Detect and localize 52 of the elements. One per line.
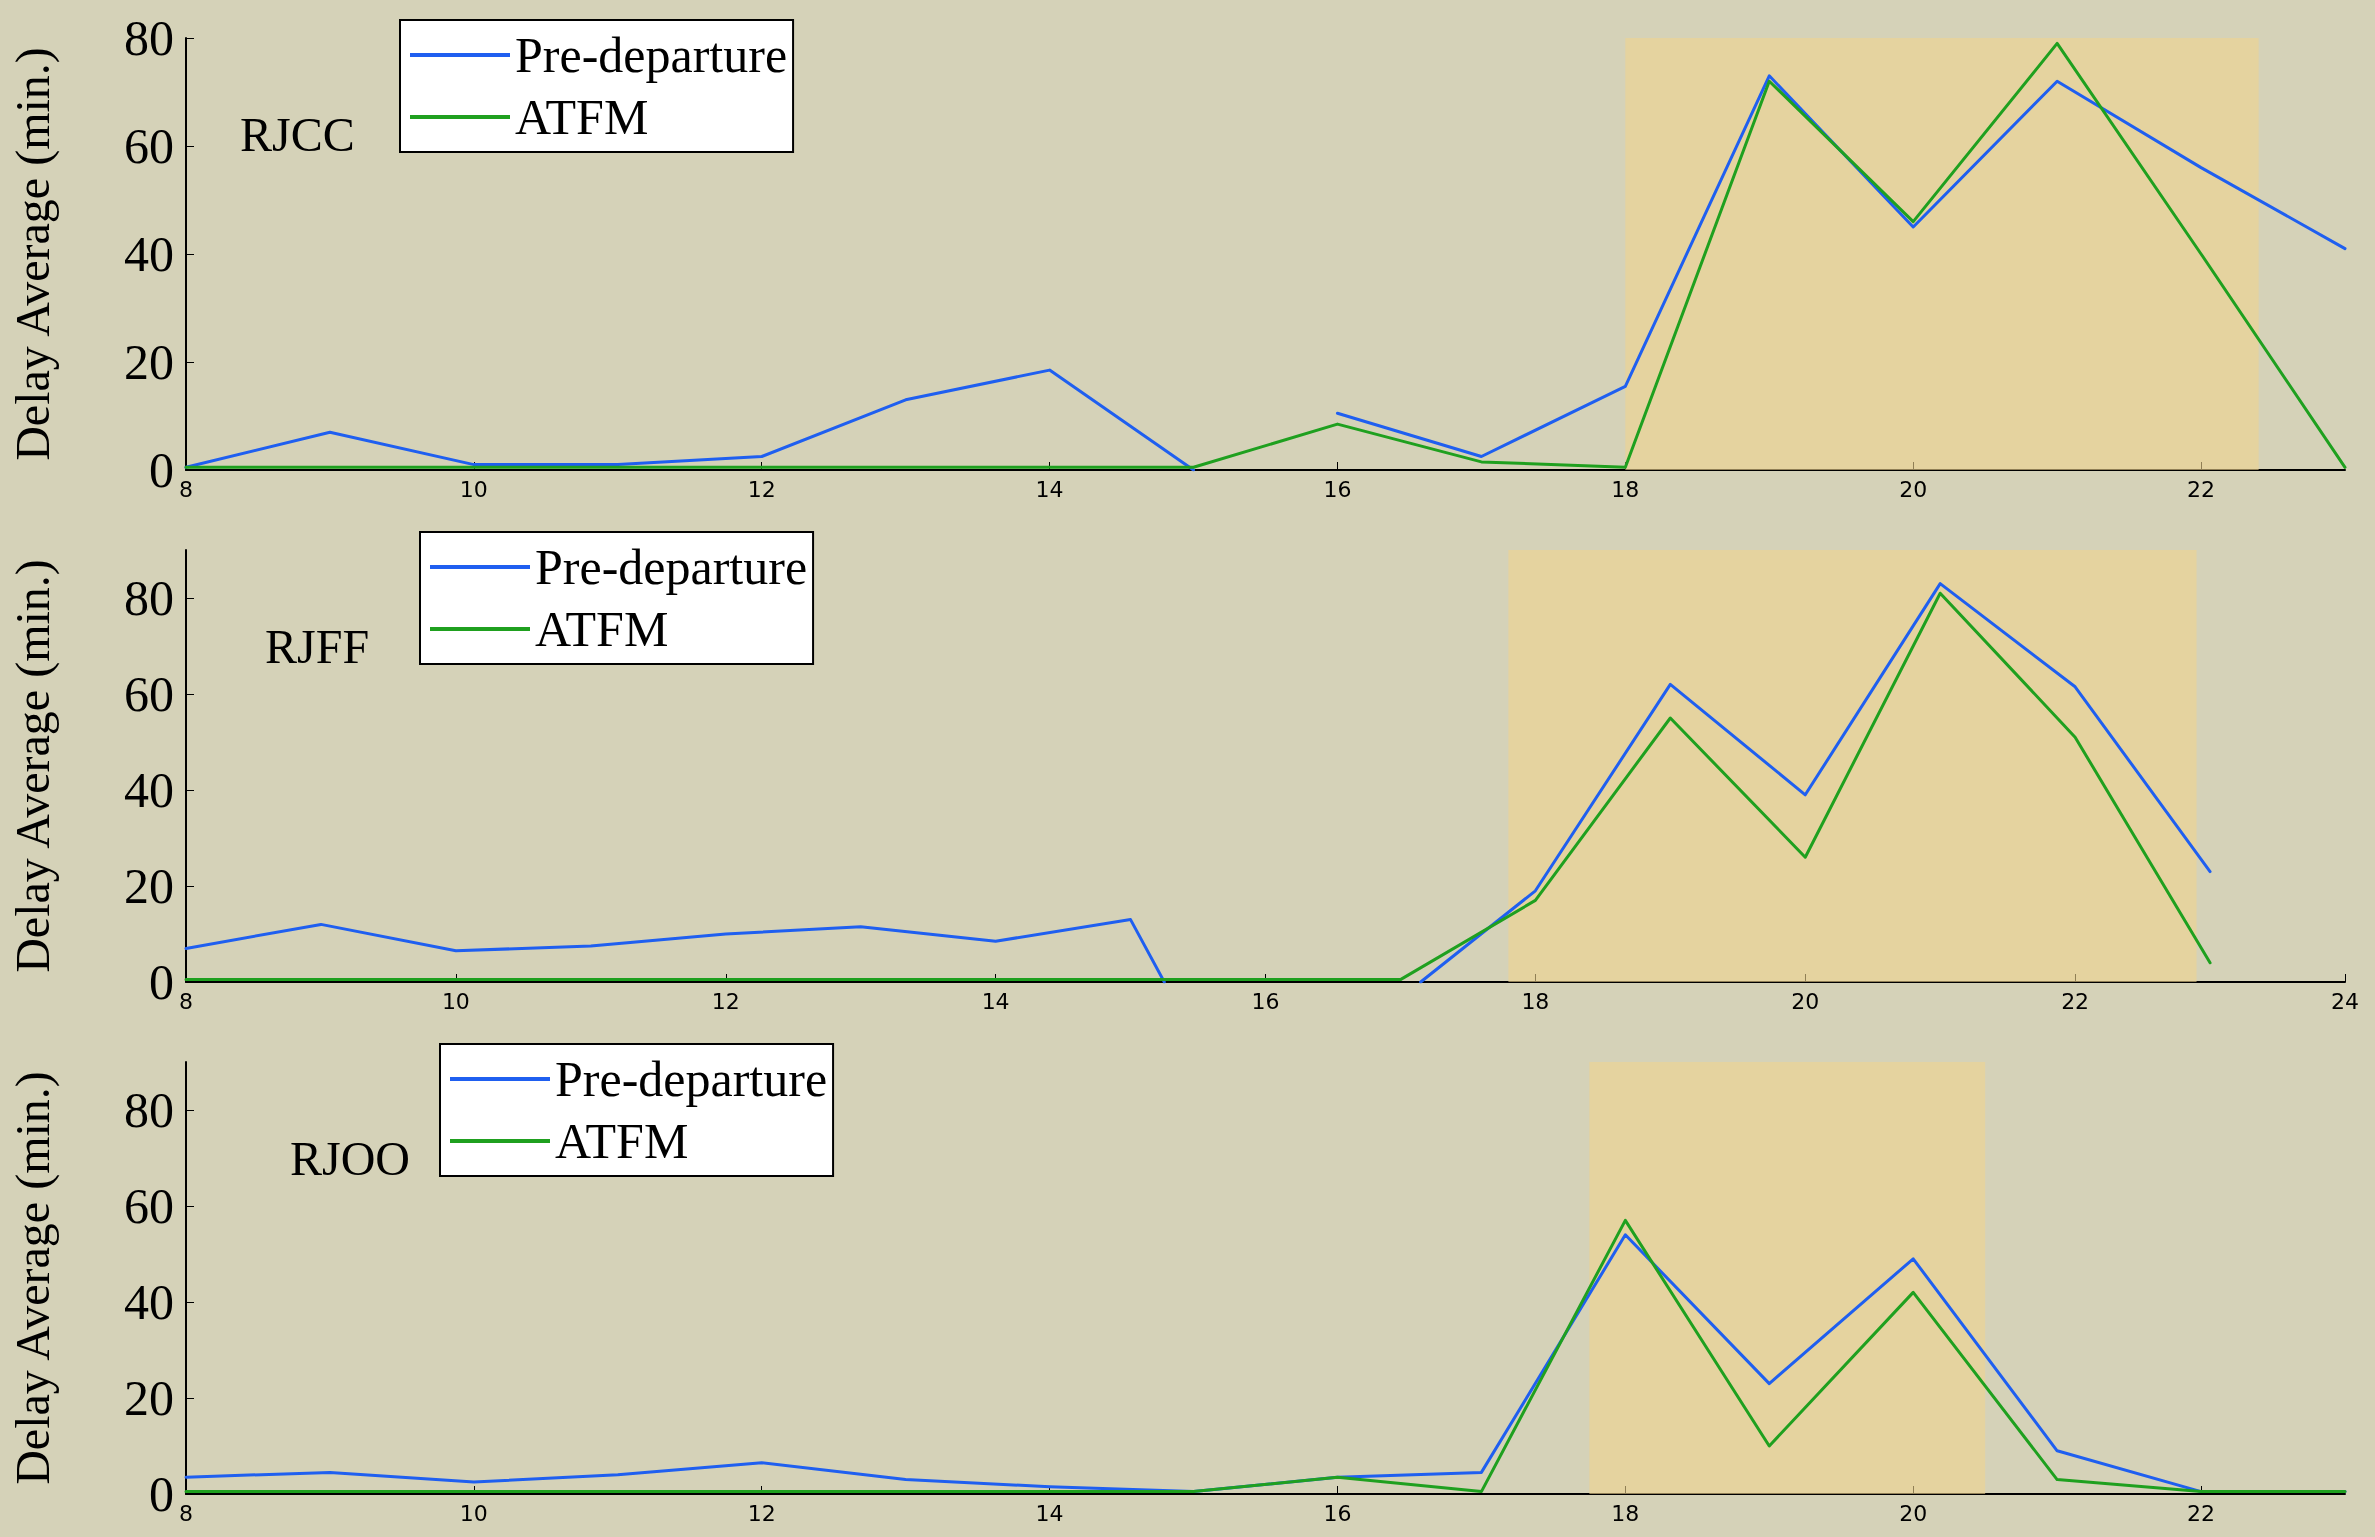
annotation: RJFF xyxy=(265,619,370,673)
legend-label: ATFM xyxy=(535,601,669,657)
x-tick-label: 12 xyxy=(747,476,776,502)
x-tick-label: 10 xyxy=(459,1500,488,1526)
x-tick-label: 16 xyxy=(1323,476,1352,502)
y-tick-label: 80 xyxy=(124,10,174,66)
y-tick-label: 20 xyxy=(124,1370,174,1426)
x-tick-label: 20 xyxy=(1899,1500,1928,1526)
y-tick-label: 0 xyxy=(149,954,174,1010)
legend-label: ATFM xyxy=(555,1113,689,1169)
x-tick-label: 16 xyxy=(1251,988,1280,1014)
annotation: RJCC xyxy=(240,107,355,161)
x-tick-label: 12 xyxy=(747,1500,776,1526)
x-tick-label: 24 xyxy=(2331,988,2359,1014)
y-axis-title: Delay Average (min.) xyxy=(5,559,60,973)
y-axis-title: Delay Average (min.) xyxy=(5,47,60,461)
x-tick-label: 18 xyxy=(1521,988,1550,1014)
x-tick-label: 10 xyxy=(459,476,488,502)
y-tick-label: 60 xyxy=(124,1178,174,1234)
x-tick-label: 12 xyxy=(711,988,740,1014)
y-tick-label: 80 xyxy=(124,1082,174,1138)
y-tick-label: 20 xyxy=(124,858,174,914)
x-tick-label: 16 xyxy=(1323,1500,1352,1526)
x-tick-label: 22 xyxy=(2187,476,2216,502)
y-tick-label: 60 xyxy=(124,666,174,722)
x-tick-label: 20 xyxy=(1899,476,1928,502)
y-tick-label: 40 xyxy=(124,1274,174,1330)
x-tick-label: 8 xyxy=(179,476,193,502)
y-tick-label: 20 xyxy=(124,334,174,390)
x-tick-label: 18 xyxy=(1611,1500,1640,1526)
x-tick-label: 14 xyxy=(1035,1500,1064,1526)
x-tick-label: 22 xyxy=(2187,1500,2216,1526)
x-tick-label: 14 xyxy=(981,988,1010,1014)
y-tick-label: 60 xyxy=(124,118,174,174)
legend-label: Pre-departure xyxy=(515,27,788,83)
annotation: RJOO xyxy=(290,1131,411,1185)
y-tick-label: 40 xyxy=(124,762,174,818)
x-tick-label: 22 xyxy=(2061,988,2090,1014)
x-tick-label: 8 xyxy=(179,1500,193,1526)
legend-label: Pre-departure xyxy=(555,1051,828,1107)
x-tick-label: 18 xyxy=(1611,476,1640,502)
x-tick-label: 20 xyxy=(1791,988,1820,1014)
y-tick-label: 0 xyxy=(149,442,174,498)
legend-label: Pre-departure xyxy=(535,539,808,595)
x-tick-label: 8 xyxy=(179,988,193,1014)
y-axis-title: Delay Average (min.) xyxy=(5,1071,60,1485)
x-tick-label: 10 xyxy=(441,988,470,1014)
y-tick-label: 0 xyxy=(149,1466,174,1522)
y-tick-label: 80 xyxy=(124,570,174,626)
y-tick-label: 40 xyxy=(124,226,174,282)
legend-label: ATFM xyxy=(515,89,649,145)
x-tick-label: 14 xyxy=(1035,476,1064,502)
